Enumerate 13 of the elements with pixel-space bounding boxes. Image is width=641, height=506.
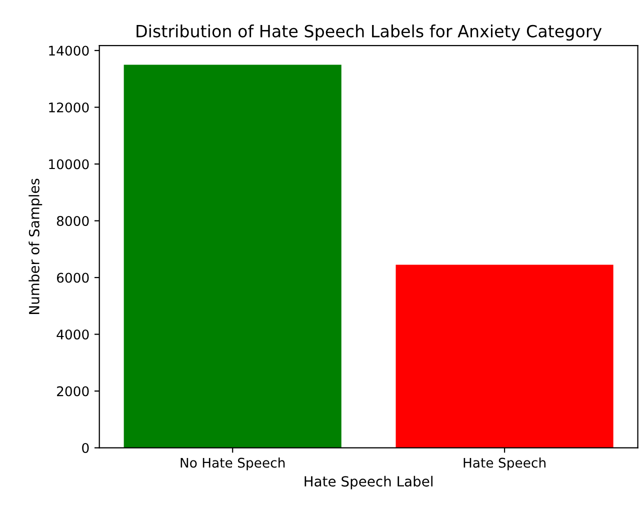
- y-tick-label: 2000: [57, 386, 89, 396]
- y-tick-label: 0: [82, 443, 89, 454]
- x-axis-title: Hate Speech Label: [304, 476, 432, 490]
- y-tick-label: 10000: [49, 159, 89, 170]
- y-tick-label: 6000: [56, 272, 89, 283]
- y-axis-title: Number of Samples: [28, 178, 42, 314]
- x-tick-label: Hate Speech: [464, 458, 546, 470]
- y-tick-label: 8000: [56, 216, 89, 226]
- x-tick-label: No Hate Speech: [180, 458, 285, 470]
- y-tick-label: 4000: [56, 330, 89, 340]
- chart-title: Distribution of Hate Speech Labels for Anxiety Category: [136, 24, 602, 41]
- y-tick-label: 14000: [49, 46, 89, 56]
- y-tick-label: 12000: [49, 102, 89, 112]
